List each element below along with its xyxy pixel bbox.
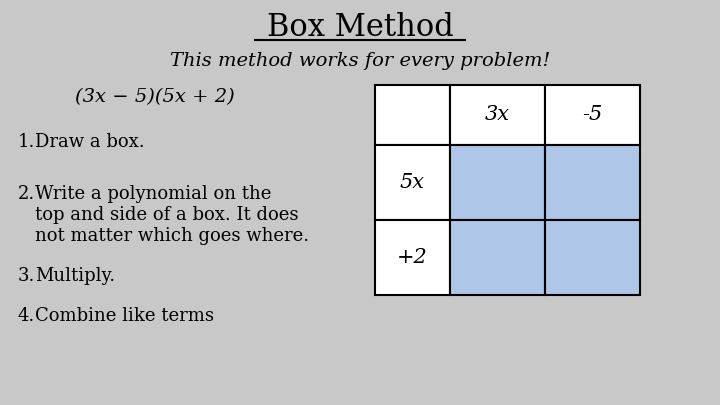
Bar: [450, 220, 545, 295]
Text: 3x: 3x: [485, 105, 510, 124]
Text: This method works for every problem!: This method works for every problem!: [170, 52, 550, 70]
Text: (3x − 5)(5x + 2): (3x − 5)(5x + 2): [75, 88, 235, 106]
Bar: [545, 145, 640, 220]
Text: Combine like terms: Combine like terms: [35, 307, 214, 325]
Bar: [375, 85, 450, 145]
Text: 1.: 1.: [18, 133, 35, 151]
Bar: [450, 145, 545, 220]
Text: Box Method: Box Method: [266, 11, 454, 43]
Text: Multiply.: Multiply.: [35, 267, 115, 285]
Text: 4.: 4.: [18, 307, 35, 325]
Bar: [545, 220, 640, 295]
Text: -5: -5: [582, 105, 603, 124]
Text: 5x: 5x: [400, 173, 425, 192]
Text: +2: +2: [397, 248, 428, 267]
Text: Draw a box.: Draw a box.: [35, 133, 145, 151]
Bar: [545, 85, 640, 145]
Text: Write a polynomial on the
top and side of a box. It does
not matter which goes w: Write a polynomial on the top and side o…: [35, 185, 309, 245]
Bar: [450, 85, 545, 145]
Text: 2.: 2.: [18, 185, 35, 203]
Bar: [375, 145, 450, 220]
Text: 3.: 3.: [18, 267, 35, 285]
Bar: [375, 220, 450, 295]
